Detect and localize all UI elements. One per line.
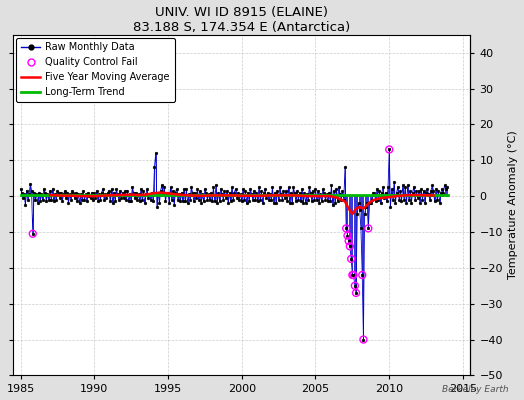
Title: UNIV. WI ID 8915 (ELAINE)
83.188 S, 174.354 E (Antarctica): UNIV. WI ID 8915 (ELAINE) 83.188 S, 174.… — [133, 6, 351, 34]
Point — [350, 272, 358, 278]
Point — [28, 230, 37, 237]
Point — [351, 282, 359, 289]
Point — [347, 256, 355, 262]
Point — [344, 238, 353, 244]
Y-axis label: Temperature Anomaly (°C): Temperature Anomaly (°C) — [508, 131, 518, 280]
Point — [352, 290, 360, 296]
Point — [358, 272, 366, 278]
Point — [359, 336, 368, 343]
Point — [364, 225, 373, 232]
Point — [385, 146, 394, 153]
Legend: Raw Monthly Data, Quality Control Fail, Five Year Moving Average, Long-Term Tren: Raw Monthly Data, Quality Control Fail, … — [16, 38, 174, 102]
Point — [348, 272, 356, 278]
Point — [343, 232, 352, 239]
Point — [342, 225, 351, 232]
Text: Berkeley Earth: Berkeley Earth — [442, 385, 508, 394]
Point — [346, 243, 354, 250]
